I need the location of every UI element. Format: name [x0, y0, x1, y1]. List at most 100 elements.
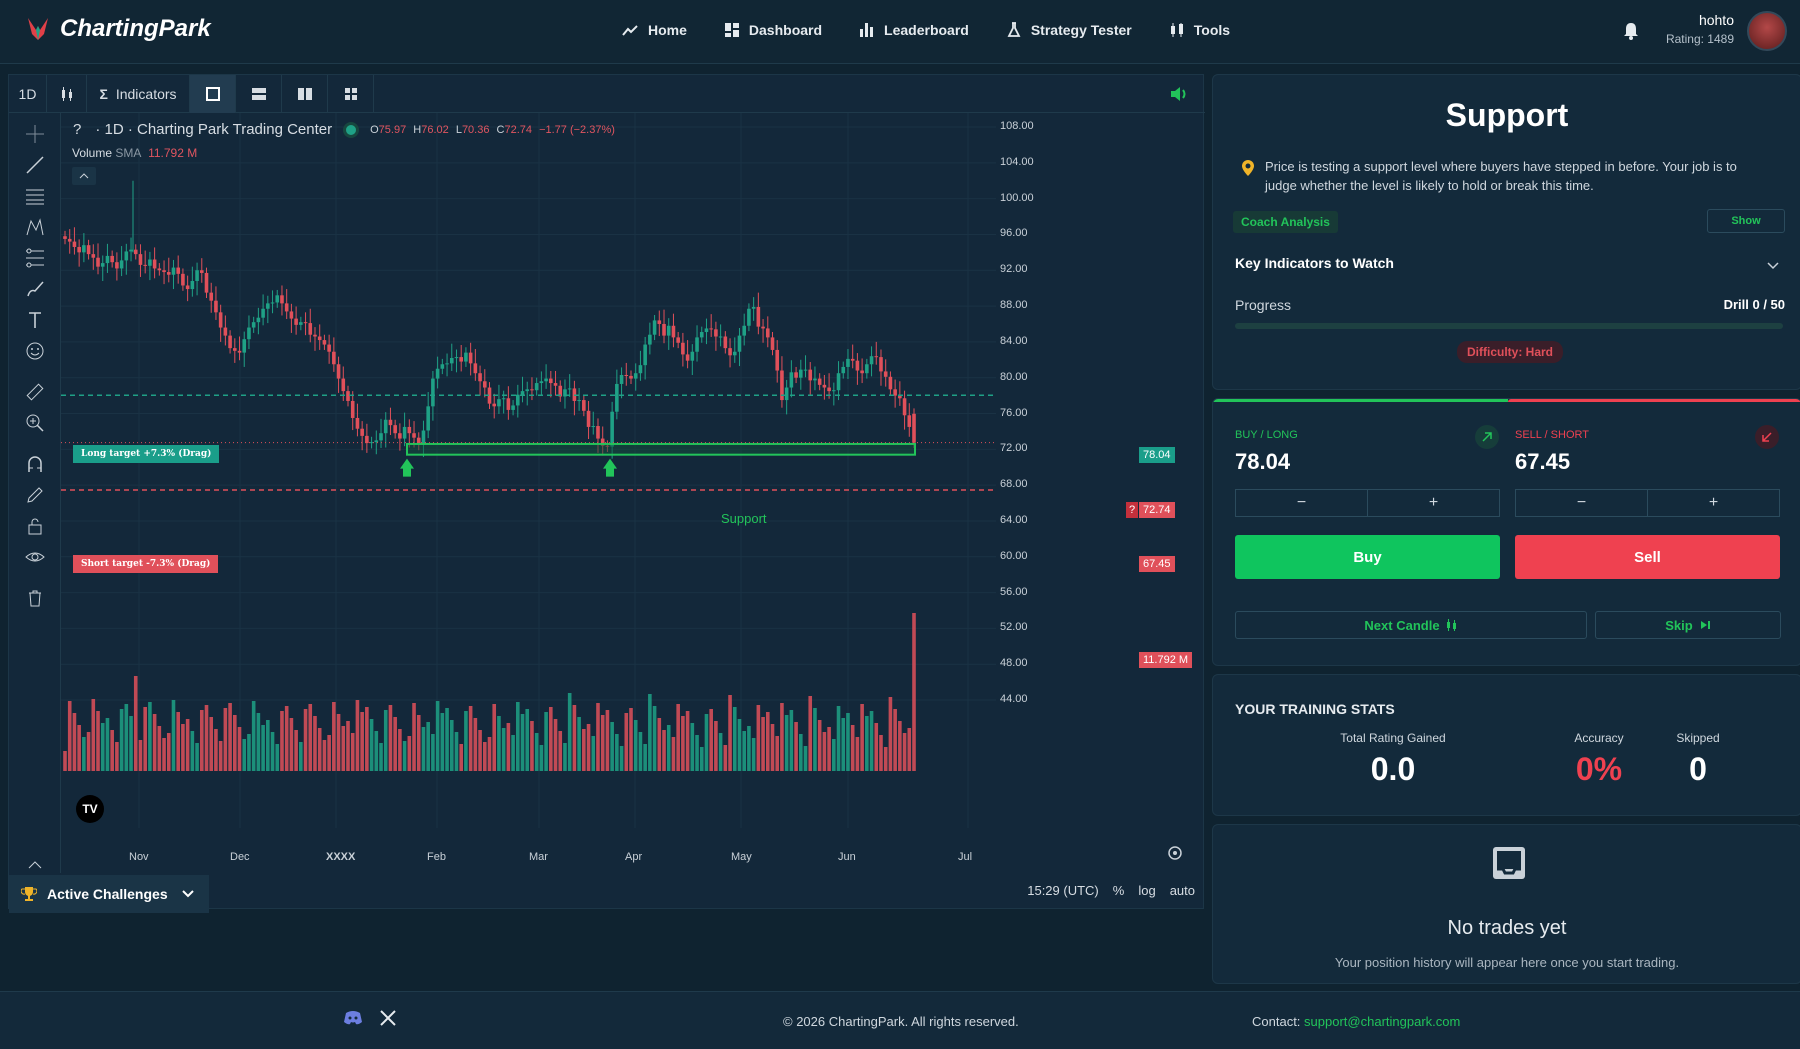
volume-bar [251, 701, 256, 771]
stat-accuracy: Accuracy 0% [1424, 731, 1774, 788]
logo[interactable]: ChartingPark [26, 15, 211, 43]
trash-icon[interactable] [23, 586, 47, 610]
candle-body [176, 267, 180, 274]
sound-icon[interactable] [1169, 85, 1189, 108]
zoom-in-icon[interactable] [23, 411, 47, 435]
nav-dashboard[interactable]: Dashboard [724, 22, 822, 38]
sell-button[interactable]: Sell [1515, 535, 1780, 579]
candle-body [737, 335, 742, 352]
candle-body [761, 326, 765, 329]
tradingview-logo[interactable]: TV [76, 795, 104, 823]
nav-home[interactable]: Home [622, 22, 687, 38]
skip-icon [1699, 619, 1711, 631]
fib-icon[interactable] [23, 246, 47, 270]
volume-bar [233, 715, 237, 771]
volume-bar [520, 714, 525, 771]
volume-bar [67, 701, 72, 771]
candle-body [454, 357, 459, 359]
candle-body [152, 259, 157, 269]
trade-card: BUY / LONG 78.04 SELL / SHORT 67.45 − + … [1212, 398, 1800, 666]
auto-toggle[interactable]: auto [1169, 883, 1195, 898]
volume-bar [737, 719, 742, 771]
buy-decrement-button[interactable]: − [1296, 494, 1307, 511]
nav-tools[interactable]: Tools [1170, 22, 1230, 38]
stat-value: 0% [1575, 751, 1623, 787]
skip-button[interactable]: Skip [1595, 611, 1781, 639]
pattern-description: Price is testing a support level where b… [1265, 159, 1737, 193]
sell-increment-button[interactable]: + [1647, 490, 1779, 516]
volume-bar [497, 716, 501, 771]
log-toggle[interactable]: log [1138, 883, 1156, 898]
layout-columns-icon[interactable] [282, 74, 328, 113]
volume-bar [714, 721, 718, 771]
support-label: Support [721, 511, 767, 526]
sell-short-label: SELL / SHORT [1515, 429, 1589, 441]
volume-bar [266, 720, 270, 771]
candle-body [633, 373, 638, 379]
history-card: No trades yet Your position history will… [1212, 824, 1800, 984]
discord-icon[interactable] [343, 1010, 363, 1031]
x-icon[interactable] [380, 1010, 396, 1031]
top-navbar: ChartingPark Home Dashboard Leaderboard … [0, 0, 1800, 64]
buy-button[interactable]: Buy [1235, 535, 1500, 579]
volume-bar [280, 711, 284, 771]
emoji-icon[interactable] [23, 339, 47, 363]
percent-toggle[interactable]: % [1112, 883, 1125, 898]
collapse-legend-button[interactable] [72, 167, 96, 185]
pattern-icon[interactable] [23, 215, 47, 239]
candles-icon[interactable] [47, 74, 87, 113]
active-challenges-button[interactable]: Active Challenges [9, 875, 209, 913]
contact-email-link[interactable]: support@chartingpark.com [1304, 1014, 1461, 1029]
candle-body [393, 425, 397, 434]
ruler-icon[interactable] [23, 380, 47, 404]
layout-rows-icon[interactable] [236, 74, 282, 113]
magnet-icon[interactable] [23, 452, 47, 476]
volume-bar [473, 718, 478, 771]
key-indicators-heading[interactable]: Key Indicators to Watch [1235, 255, 1394, 271]
brush-icon[interactable] [23, 277, 47, 301]
bell-icon[interactable] [1622, 21, 1640, 46]
horizontal-lines-icon[interactable] [23, 184, 47, 208]
chart-scale-controls: 15:29 (UTC) % log auto [1013, 883, 1195, 898]
long-target-tag[interactable]: Long target +7.3% (Drag) [73, 445, 220, 463]
price-current-tag[interactable]: ? [1126, 502, 1139, 518]
layout-single-icon[interactable] [190, 74, 236, 113]
eye-icon[interactable] [23, 545, 47, 569]
volume-bar [704, 714, 709, 771]
next-candle-button[interactable]: Next Candle [1235, 611, 1587, 639]
candle-body [699, 332, 704, 338]
volume-bar [610, 722, 614, 771]
candle-body [360, 428, 364, 436]
indicators-button[interactable]: Σ Indicators [87, 74, 190, 113]
sell-decrement-button[interactable]: − [1576, 494, 1587, 511]
chevron-up-icon[interactable] [23, 853, 47, 877]
volume-bar [482, 742, 487, 771]
avatar[interactable] [1747, 11, 1787, 51]
volume-bar [685, 711, 690, 771]
progress-label: Progress [1235, 297, 1292, 313]
x-tick-label: Dec [230, 851, 250, 863]
symbol-label[interactable]: ? [73, 121, 82, 138]
user-info[interactable]: hohto Rating: 1489 [1666, 12, 1734, 46]
text-icon[interactable] [23, 308, 47, 332]
candle-body [185, 285, 190, 290]
buy-increment-button[interactable]: + [1367, 490, 1499, 516]
volume-bar [346, 721, 350, 771]
nav-strategy-tester[interactable]: Strategy Tester [1007, 22, 1132, 38]
volume-bar [327, 735, 331, 771]
candle-body [553, 383, 558, 386]
pencil-lock-icon[interactable] [23, 483, 47, 507]
lock-icon[interactable] [23, 514, 47, 538]
nav-leaderboard[interactable]: Leaderboard [860, 22, 969, 38]
volume-bar [115, 742, 119, 771]
crosshair-icon[interactable] [23, 122, 47, 146]
candle-body [643, 344, 647, 366]
short-target-tag[interactable]: Short target -7.3% (Drag) [73, 555, 219, 573]
layout-grid-icon[interactable] [328, 74, 374, 113]
show-button[interactable]: Show [1707, 209, 1785, 233]
timeframe-button[interactable]: 1D [9, 74, 47, 113]
trendline-icon[interactable] [23, 153, 47, 177]
settings-icon[interactable] [1167, 845, 1183, 866]
candle-body [317, 336, 322, 341]
chevron-down-icon[interactable] [1767, 257, 1779, 275]
